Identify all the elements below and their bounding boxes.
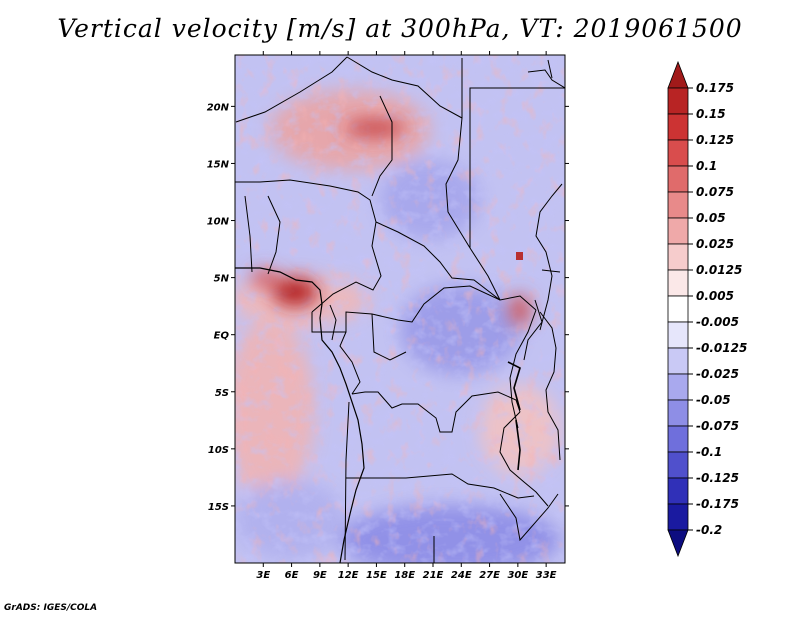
y-tick-label: 10N bbox=[207, 217, 230, 228]
colorbar-label: 0.005 bbox=[696, 289, 734, 303]
colorbar-swatch bbox=[667, 139, 689, 167]
x-tick-label: 30E bbox=[507, 570, 528, 581]
colorbar-label: -0.0125 bbox=[696, 341, 747, 355]
x-axis: 3E 6E 9E 12E 15E 18E 21E 24E 27E 30E 33E bbox=[256, 51, 557, 581]
colorbar-label: -0.175 bbox=[696, 497, 739, 511]
colorbar-swatch bbox=[667, 321, 689, 349]
y-tick-label: EQ bbox=[214, 331, 230, 342]
colorbar-swatch bbox=[667, 87, 689, 115]
x-tick-label: 3E bbox=[256, 570, 270, 581]
colorbar-swatch bbox=[667, 399, 689, 427]
colorbar-label: 0.175 bbox=[696, 81, 734, 95]
colorbar: 0.175 0.15 0.125 0.1 0.075 0.05 0.025 0.0125 0.0… bbox=[667, 60, 747, 558]
x-tick-label: 6E bbox=[285, 570, 299, 581]
y-tick-label: 5S bbox=[215, 388, 229, 399]
x-tick-label: 21E bbox=[423, 570, 444, 581]
colorbar-swatch bbox=[667, 295, 689, 323]
colorbar-label: 0.0125 bbox=[696, 263, 742, 277]
grads-credit: GrADS: IGES/COLA bbox=[4, 603, 98, 613]
y-tick-label: 5N bbox=[214, 274, 230, 285]
chart-title: Vertical velocity [m/s] at 300hPa, VT: 2… bbox=[57, 14, 743, 43]
x-tick-label: 33E bbox=[536, 570, 557, 581]
plot-frame bbox=[234, 54, 566, 564]
colorbar-label: 0.1 bbox=[696, 159, 717, 173]
x-tick-label: 9E bbox=[313, 570, 327, 581]
country-borders bbox=[235, 56, 565, 563]
y-tick-label: 15S bbox=[208, 502, 229, 513]
colorbar-label: -0.2 bbox=[696, 523, 722, 537]
colorbar-swatch bbox=[667, 60, 689, 89]
colorbar-label: -0.005 bbox=[696, 315, 739, 329]
colorbar-swatch bbox=[667, 191, 689, 219]
x-tick-label: 12E bbox=[338, 570, 359, 581]
y-tick-label: 10S bbox=[208, 445, 229, 456]
x-tick-label: 15E bbox=[366, 570, 387, 581]
colorbar-label: 0.125 bbox=[696, 133, 734, 147]
colorbar-label: 0.025 bbox=[696, 237, 734, 251]
colorbar-swatch bbox=[667, 165, 689, 193]
colorbar-swatch bbox=[667, 529, 689, 558]
colorbar-label: 0.075 bbox=[696, 185, 734, 199]
y-tick-label: 15N bbox=[207, 159, 230, 170]
colorbar-swatch bbox=[667, 373, 689, 401]
vertical-velocity-field bbox=[235, 55, 565, 563]
colorbar-label: -0.05 bbox=[696, 393, 731, 407]
colorbar-swatch bbox=[667, 217, 689, 245]
colorbar-label: -0.1 bbox=[696, 445, 722, 459]
x-tick-label: 24E bbox=[451, 570, 472, 581]
colorbar-swatch bbox=[667, 477, 689, 505]
x-tick-label: 18E bbox=[394, 570, 415, 581]
x-tick-label: 27E bbox=[479, 570, 500, 581]
colorbar-label: 0.15 bbox=[696, 107, 726, 121]
y-tick-label: 20N bbox=[207, 102, 230, 113]
colorbar-label: -0.025 bbox=[696, 367, 739, 381]
colorbar-swatch bbox=[667, 451, 689, 479]
coastline bbox=[235, 267, 365, 563]
colorbar-swatch bbox=[667, 243, 689, 271]
colorbar-swatch bbox=[667, 269, 689, 297]
colorbar-label: 0.05 bbox=[696, 211, 726, 225]
colorbar-label: -0.075 bbox=[696, 419, 739, 433]
colorbar-swatch bbox=[667, 113, 689, 141]
colorbar-label: -0.125 bbox=[696, 471, 739, 485]
colorbar-swatch bbox=[667, 425, 689, 453]
colorbar-swatch bbox=[667, 347, 689, 375]
colorbar-swatch bbox=[667, 503, 689, 531]
y-axis: 20N 15N 10N 5N EQ 5S 10S 15S bbox=[207, 102, 569, 513]
